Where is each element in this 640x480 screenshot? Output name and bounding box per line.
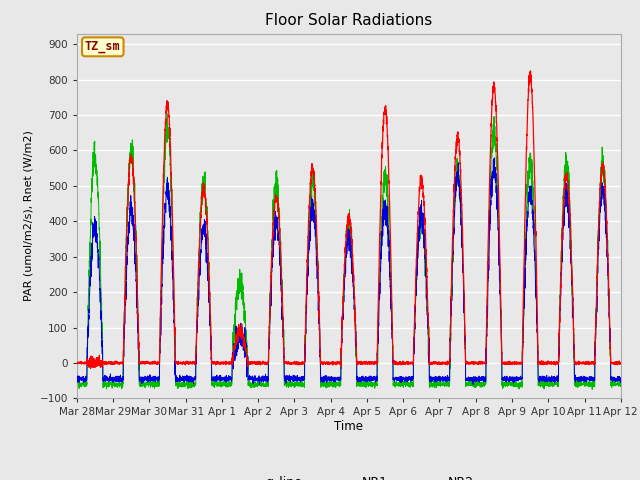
q_line xyxy=(329,360,337,366)
q_line xyxy=(441,360,449,365)
NR2 xyxy=(441,383,449,389)
NR1 xyxy=(490,155,498,161)
Text: TZ_sm: TZ_sm xyxy=(85,40,120,53)
q_line xyxy=(527,68,534,74)
NR1 xyxy=(73,375,81,381)
NR2 xyxy=(471,382,479,388)
Title: Floor Solar Radiations: Floor Solar Radiations xyxy=(265,13,433,28)
NR2 xyxy=(617,383,625,388)
NR1 xyxy=(440,376,448,382)
NR1 xyxy=(171,336,179,341)
q_line xyxy=(616,361,624,367)
Line: NR2: NR2 xyxy=(77,114,621,389)
NR1 xyxy=(616,375,624,381)
q_line xyxy=(502,361,509,367)
X-axis label: Time: Time xyxy=(334,420,364,433)
NR2 xyxy=(616,384,624,389)
Y-axis label: PAR (umol/m2/s), Rnet (W/m2): PAR (umol/m2/s), Rnet (W/m2) xyxy=(24,131,34,301)
NR2 xyxy=(502,380,509,385)
NR2 xyxy=(171,331,179,337)
q_line xyxy=(87,366,95,372)
q_line xyxy=(617,360,625,366)
q_line xyxy=(171,332,179,338)
NR2 xyxy=(329,381,337,387)
NR1 xyxy=(469,382,477,387)
q_line xyxy=(471,360,479,366)
NR1 xyxy=(471,375,479,381)
NR1 xyxy=(502,376,509,382)
Legend: q_line, NR1, NR2: q_line, NR1, NR2 xyxy=(219,471,479,480)
Line: NR1: NR1 xyxy=(77,158,621,384)
NR2 xyxy=(588,386,596,392)
NR2 xyxy=(164,111,172,117)
Line: q_line: q_line xyxy=(77,71,621,369)
NR2 xyxy=(73,383,81,388)
NR1 xyxy=(328,376,336,382)
NR1 xyxy=(617,376,625,382)
q_line xyxy=(73,360,81,366)
